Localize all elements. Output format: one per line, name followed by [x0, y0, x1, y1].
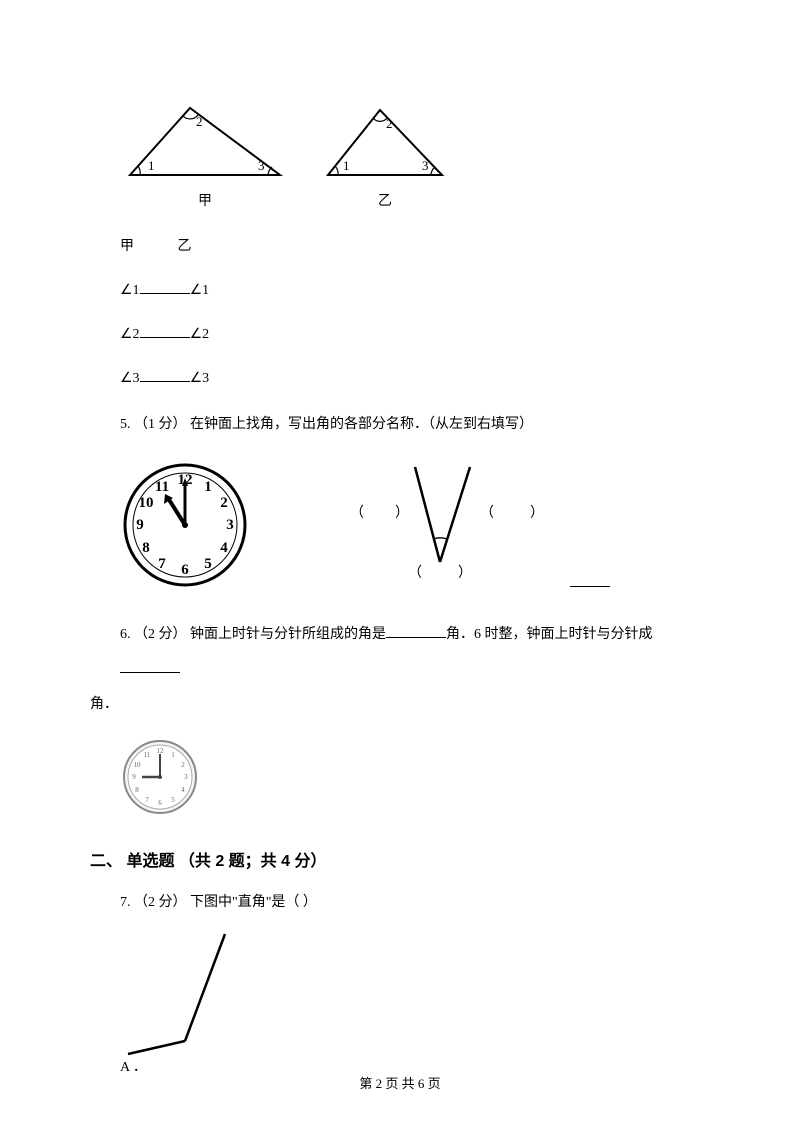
- svg-text:6: 6: [181, 562, 189, 578]
- angle-2-label-yi: 2: [386, 116, 393, 131]
- triangle-yi-svg: 1 2 3: [320, 100, 450, 185]
- q6-text1: 钟面上时针与分针所组成的角是: [190, 627, 386, 642]
- q7-text: 下图中"直角"是（ ）: [190, 895, 317, 910]
- angle-1-label-yi: 1: [343, 158, 350, 173]
- angle-right-1: ∠1: [190, 283, 210, 298]
- svg-text:9: 9: [136, 517, 144, 533]
- angle-row-1: ∠1 ∠1: [90, 280, 710, 299]
- q7-number: 7.: [120, 895, 131, 910]
- angle-right-3: ∠3: [190, 371, 210, 386]
- angle-3-label-yi: 3: [422, 158, 429, 173]
- q6-points: （2 分）: [134, 627, 187, 642]
- q5-points: （1 分）: [134, 417, 187, 432]
- angle-parts-figure: （ ） （ ） （ ）: [330, 457, 560, 592]
- blank-1: [140, 280, 190, 294]
- angle-row-2: ∠2 ∠2: [90, 324, 710, 343]
- svg-text:9: 9: [132, 773, 136, 781]
- triangle-yi: 1 2 3 乙: [320, 100, 450, 210]
- header-jia: 甲: [120, 239, 134, 254]
- svg-text:3: 3: [184, 773, 188, 781]
- blank-3: [140, 368, 190, 382]
- svg-text:）: ）: [395, 505, 409, 521]
- svg-text:3: 3: [226, 517, 234, 533]
- svg-text:1: 1: [204, 479, 212, 495]
- svg-text:11: 11: [155, 479, 169, 495]
- clock-large: 12 1 2 3 4 5 6 7 8 9 10 11: [120, 460, 250, 590]
- question-7: 7. （2 分） 下图中"直角"是（ ）: [90, 891, 710, 911]
- svg-text:2: 2: [220, 495, 228, 511]
- angle-left-2: ∠2: [120, 327, 140, 342]
- svg-text:12: 12: [157, 747, 165, 755]
- angle-left-1: ∠1: [120, 283, 140, 298]
- svg-text:8: 8: [142, 540, 150, 556]
- svg-text:5: 5: [204, 556, 212, 572]
- triangle-jia-label: 甲: [198, 190, 212, 210]
- q5-number: 5.: [120, 417, 131, 432]
- svg-text:）: ）: [530, 505, 544, 521]
- q7-angle-shape: [120, 926, 710, 1061]
- svg-text:1: 1: [171, 751, 175, 759]
- svg-text:10: 10: [139, 495, 154, 511]
- svg-text:（: （: [480, 505, 494, 521]
- angle-2-label: 2: [196, 114, 203, 129]
- angle-row-3: ∠3 ∠3: [90, 368, 710, 387]
- svg-text:11: 11: [144, 751, 151, 759]
- q6-number: 6.: [120, 627, 131, 642]
- q5-text: 在钟面上找角，写出角的各部分名称．（从左到右填写）: [190, 417, 533, 432]
- triangle-yi-label: 乙: [378, 190, 392, 210]
- svg-text:10: 10: [134, 761, 142, 769]
- question-5: 5. （1 分） 在钟面上找角，写出角的各部分名称．（从左到右填写）: [90, 412, 710, 437]
- angle-svg: （ ） （ ） （ ）: [330, 457, 560, 587]
- small-clock-wrap: 12 1 2 3 4 5 6 7 8 9 10 11: [120, 737, 710, 822]
- svg-text:5: 5: [171, 796, 175, 804]
- svg-text:2: 2: [181, 761, 185, 769]
- blank-under: [570, 573, 610, 587]
- svg-text:7: 7: [145, 796, 149, 804]
- q7-angle-svg: [120, 926, 260, 1056]
- svg-text:7: 7: [158, 556, 166, 572]
- svg-text:8: 8: [135, 786, 139, 794]
- triangle-jia-svg: 1 2 3: [120, 100, 290, 185]
- angle-left-3: ∠3: [120, 371, 140, 386]
- svg-text:6: 6: [158, 799, 162, 807]
- blank-2: [140, 324, 190, 338]
- q7-points: （2 分）: [134, 895, 187, 910]
- section-2-header: 二、 单选题 （共 2 题；共 4 分）: [90, 847, 710, 871]
- angle-1-label: 1: [148, 158, 155, 173]
- clock-angle-row: 12 1 2 3 4 5 6 7 8 9 10 11 （ ） （ ） （: [90, 457, 710, 592]
- angle-3-label: 3: [258, 158, 265, 173]
- q6-blank1: [386, 624, 446, 638]
- question-6: 6. （2 分） 钟面上时针与分针所组成的角是角．6 时整，钟面上时针与分针成 …: [90, 617, 710, 722]
- page-footer: 第 2 页 共 6 页: [0, 1073, 800, 1092]
- svg-text:（: （: [408, 565, 422, 581]
- q6-text3: 角．: [90, 697, 118, 712]
- angle-right-2: ∠2: [190, 327, 210, 342]
- svg-text:）: ）: [458, 565, 472, 581]
- svg-text:4: 4: [181, 786, 185, 794]
- q6-blank2: [120, 659, 180, 673]
- svg-text:4: 4: [220, 540, 228, 556]
- q6-text2: 角．6 时整，钟面上时针与分针成: [446, 627, 653, 642]
- svg-text:（: （: [350, 505, 364, 521]
- header-yi: 乙: [178, 239, 192, 254]
- jia-yi-header: 甲 乙: [90, 235, 710, 255]
- triangles-figure: 1 2 3 甲 1 2 3 乙: [90, 0, 710, 210]
- triangle-jia: 1 2 3 甲: [120, 100, 290, 210]
- small-clock: 12 1 2 3 4 5 6 7 8 9 10 11: [120, 737, 200, 817]
